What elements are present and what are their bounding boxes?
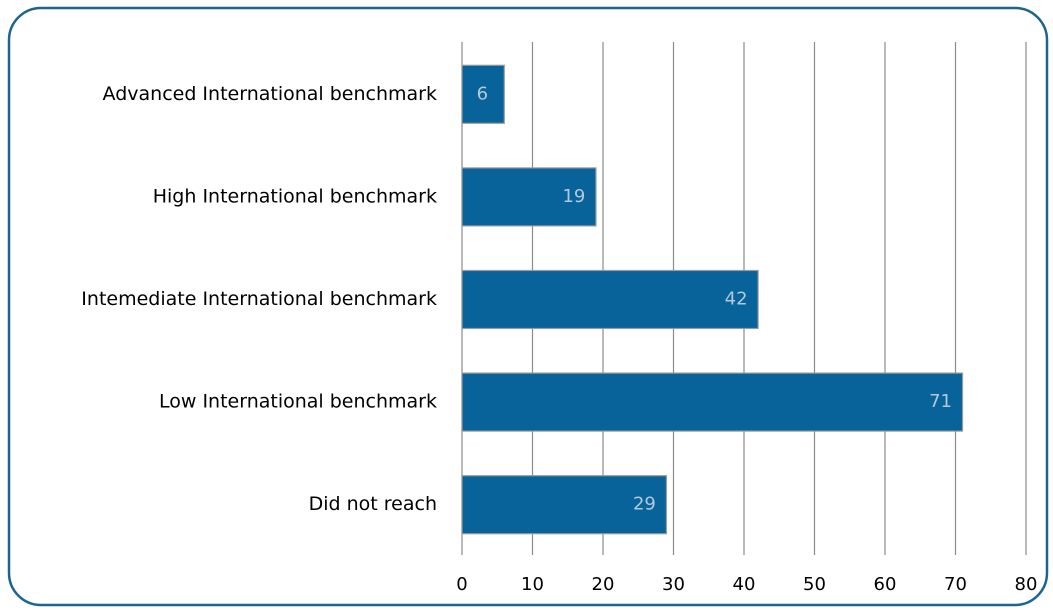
bar — [461, 475, 668, 535]
y-tick-label: Did not reach — [309, 493, 437, 515]
y-tick-label: Advanced International benchmark — [103, 83, 437, 105]
x-tick-label: 60 — [874, 574, 897, 595]
bar — [461, 64, 505, 124]
data-label: 19 — [562, 186, 585, 207]
bar — [461, 269, 759, 330]
x-tick-label: 40 — [733, 574, 756, 595]
x-tick-label: 50 — [803, 574, 826, 595]
bar — [461, 372, 964, 432]
bar — [461, 167, 597, 227]
x-tick-label: 70 — [944, 574, 967, 595]
data-label: 6 — [477, 83, 488, 104]
data-label: 42 — [725, 289, 748, 310]
data-label: 29 — [633, 494, 656, 515]
data-label: 71 — [929, 391, 952, 412]
y-tick-label: Low International benchmark — [159, 391, 437, 413]
x-tick-label: 10 — [521, 574, 544, 595]
x-tick-label: 20 — [592, 574, 615, 595]
y-tick-label: High International benchmark — [153, 185, 437, 207]
x-tick-label: 30 — [662, 574, 685, 595]
x-tick-label: 80 — [1015, 574, 1038, 595]
y-tick-label: Intemediate International benchmark — [81, 288, 437, 310]
x-tick-label: 0 — [456, 574, 467, 595]
